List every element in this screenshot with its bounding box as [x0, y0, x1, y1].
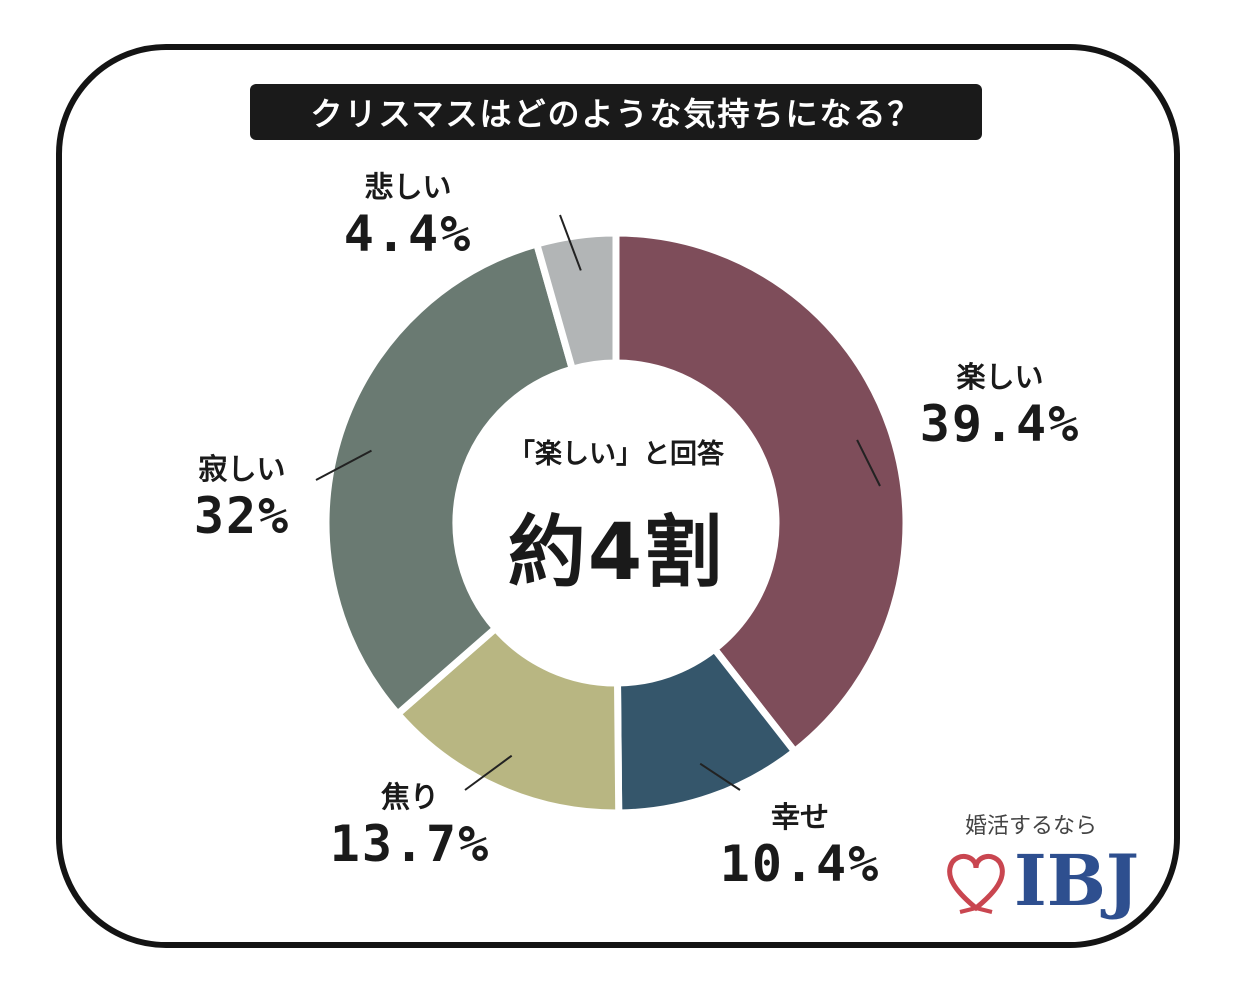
slice-value: 13.7%	[329, 815, 491, 873]
slice-label-aseri: 焦り 13.7%	[310, 780, 510, 874]
donut-slice-0	[612, 229, 910, 757]
slice-label-tanoshii: 楽しい 39.4%	[900, 360, 1100, 454]
ibj-logo: IBJ	[946, 836, 1140, 926]
center-headline: 約4割	[507, 508, 725, 598]
leader-lines	[315, 214, 881, 791]
slice-label-sabishii: 寂しい 32%	[162, 452, 322, 546]
donut-slice-4	[532, 229, 620, 374]
slice-value: 32%	[193, 487, 291, 545]
slice-label-kanashii: 悲しい 4.4%	[318, 170, 498, 264]
logo-brand: IBJ	[1014, 839, 1140, 922]
slice-value: 10.4%	[719, 835, 881, 893]
donut-slice-3	[322, 239, 577, 719]
chart-title: クリスマスはどのような気持ちになる？	[250, 84, 982, 140]
donut-slices	[322, 229, 910, 817]
slice-value: 39.4%	[919, 395, 1081, 453]
heart-icon	[947, 853, 1005, 914]
slice-name: 焦り	[380, 780, 439, 814]
slice-value: 4.4%	[343, 205, 473, 263]
leader-line-4	[559, 214, 582, 271]
leader-line-0	[856, 439, 881, 487]
slice-name: 楽しい	[956, 360, 1044, 394]
center-subtitle: 「楽しい」と回答	[508, 439, 724, 470]
slice-name: 幸せ	[770, 800, 829, 834]
leader-line-1	[699, 762, 741, 791]
leader-line-3	[315, 449, 372, 481]
slice-label-shiawase: 幸せ 10.4%	[700, 800, 900, 894]
slice-name: 寂しい	[198, 452, 286, 486]
slice-name: 悲しい	[364, 170, 452, 204]
logo-tagline: 婚活するなら	[964, 814, 1097, 839]
leader-line-2	[464, 754, 513, 791]
